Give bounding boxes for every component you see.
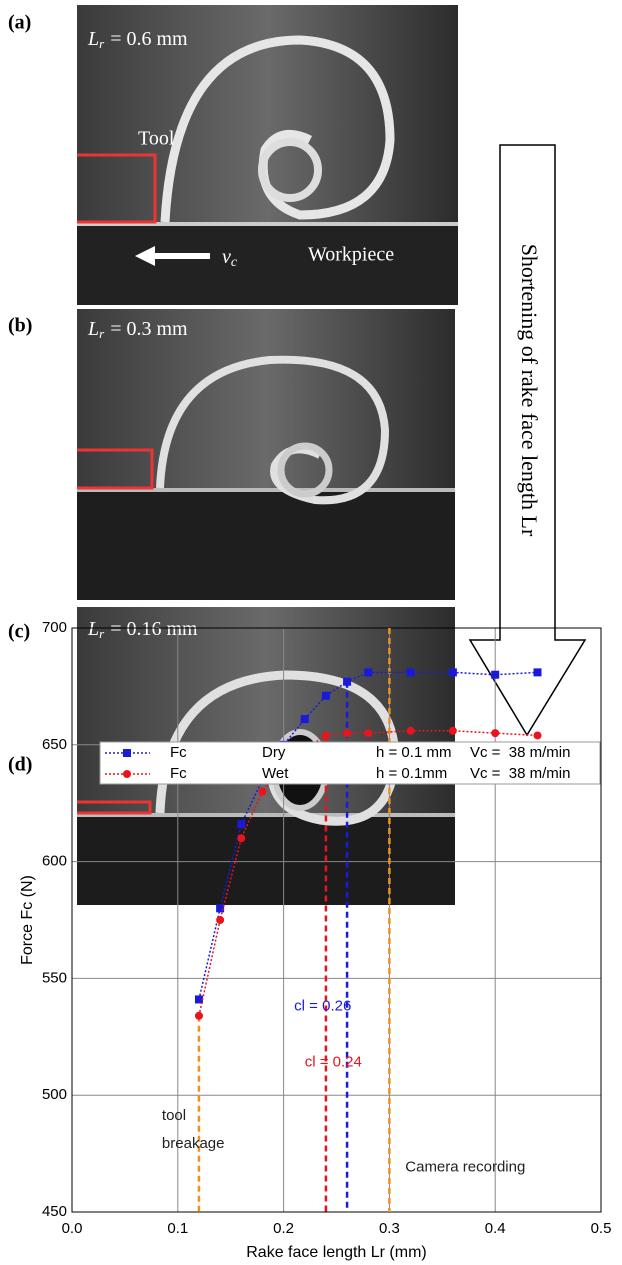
caption-var: L	[87, 618, 99, 640]
data-point	[258, 788, 266, 796]
data-point	[407, 727, 415, 735]
data-point	[237, 834, 245, 842]
data-point	[534, 668, 542, 676]
x-tick-label: 0.1	[167, 1220, 188, 1237]
legend-label: h = 0.1mm	[376, 765, 447, 782]
legend-label: h = 0.1 mm	[376, 744, 451, 761]
tool-label: Tool	[138, 128, 175, 150]
x-tick-label: 0.2	[273, 1220, 294, 1237]
legend-label: Wet	[262, 765, 289, 782]
annotation: cl = 0.24	[305, 1053, 362, 1070]
panel-label: (d)	[8, 754, 32, 776]
caption-rest: = 0.16 mm	[110, 618, 198, 640]
data-point	[364, 729, 372, 737]
photo-a: (a) Lr= 0.6 mm Tool vc Workpiece	[8, 5, 458, 305]
x-axis-title: Rake face length Lr (mm)	[246, 1244, 427, 1261]
data-point	[343, 729, 351, 737]
data-point	[534, 731, 542, 739]
legend-label: Fc	[170, 744, 187, 761]
y-tick-label: 600	[42, 853, 67, 870]
y-tick-label: 450	[42, 1203, 67, 1220]
y-tick-label: 650	[42, 736, 67, 753]
annotation: breakage	[162, 1135, 225, 1152]
data-point	[343, 678, 351, 686]
speed-var: v	[222, 246, 231, 268]
caption-var: L	[87, 28, 99, 50]
arrow-label: Shortening of rake face length Lr	[517, 244, 542, 537]
legend-marker	[123, 749, 131, 757]
y-axis-title: Force Fc (N)	[19, 875, 36, 965]
caption-rest: = 0.3 mm	[110, 318, 188, 340]
legend-label: Fc	[170, 765, 187, 782]
data-point	[216, 916, 224, 924]
legend-label: Vc = 38 m/min	[470, 744, 570, 761]
data-point	[491, 729, 499, 737]
photo-b: (b) Lr= 0.3 mm	[8, 309, 455, 600]
figure: (a) Lr= 0.6 mm Tool vc Workpiece (b) Lr=…	[0, 0, 622, 1265]
caption-var: L	[87, 318, 99, 340]
legend-label: Vc = 38 m/min	[470, 765, 570, 782]
annotation: Camera recording	[405, 1159, 525, 1176]
panel-label: (c)	[8, 621, 30, 643]
data-point	[195, 1012, 203, 1020]
data-point	[449, 727, 457, 735]
speed-sub: c	[231, 255, 238, 270]
annotation: tool	[162, 1107, 186, 1124]
caption-rest: = 0.6 mm	[110, 28, 188, 50]
y-tick-label: 700	[42, 619, 67, 636]
data-point	[491, 671, 499, 679]
data-point	[301, 715, 309, 723]
data-point	[449, 668, 457, 676]
workpiece-label: Workpiece	[308, 244, 394, 266]
data-point	[216, 904, 224, 912]
data-point	[407, 668, 415, 676]
panel-label: (a)	[8, 12, 31, 34]
legend-marker	[123, 770, 131, 778]
legend-label: Dry	[262, 744, 286, 761]
x-tick-label: 0.0	[62, 1220, 83, 1237]
data-point	[364, 668, 372, 676]
y-tick-label: 500	[42, 1086, 67, 1103]
data-point	[237, 820, 245, 828]
x-tick-label: 0.4	[485, 1220, 506, 1237]
panel-label: (b)	[8, 315, 32, 337]
annotation: cl = 0.26	[294, 997, 351, 1014]
x-tick-label: 0.5	[591, 1220, 612, 1237]
data-point	[322, 731, 330, 739]
y-tick-label: 550	[42, 969, 67, 986]
x-tick-label: 0.3	[379, 1220, 400, 1237]
data-point	[322, 692, 330, 700]
